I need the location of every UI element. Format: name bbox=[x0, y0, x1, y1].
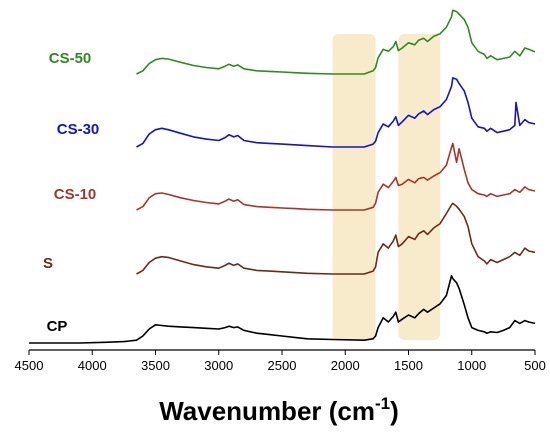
x-axis-title: Wavenumber (cm-1) bbox=[159, 394, 399, 426]
series-labels: CS-50 CS-30 CS-10 S CP bbox=[43, 50, 99, 335]
series-label-cs-10: CS-10 bbox=[54, 186, 97, 203]
series-label-s: S bbox=[43, 255, 53, 272]
series-label-cs-30: CS-30 bbox=[57, 121, 100, 138]
x-tick-label: 1500 bbox=[394, 358, 423, 373]
highlight-band-2 bbox=[398, 34, 441, 340]
highlight-band-1 bbox=[332, 34, 376, 340]
spectra-series bbox=[29, 9, 536, 344]
x-tick-label: 3000 bbox=[204, 358, 233, 373]
x-tick-label: 4000 bbox=[78, 358, 107, 373]
series-line-cs-10 bbox=[136, 142, 536, 211]
x-axis-title-close: ) bbox=[390, 396, 399, 426]
series-label-cs-50: CS-50 bbox=[49, 50, 92, 67]
x-tick-label: 2000 bbox=[331, 358, 360, 373]
highlight-bands bbox=[332, 34, 441, 340]
x-tick-label: 1000 bbox=[457, 358, 486, 373]
x-axis-ticks: 4500 4000 3500 3000 2500 2000 1500 1000 500 bbox=[15, 350, 546, 373]
x-tick-label: 2500 bbox=[268, 358, 297, 373]
series-label-cp: CP bbox=[47, 318, 68, 335]
x-axis-title-main: Wavenumber (cm bbox=[159, 396, 375, 426]
x-axis-title-superscript: -1 bbox=[375, 394, 390, 413]
series-line-cs-50 bbox=[136, 9, 536, 75]
x-tick-label: 4500 bbox=[15, 358, 44, 373]
series-line-cp bbox=[29, 274, 536, 344]
series-line-cs-30 bbox=[136, 77, 536, 148]
series-line-s bbox=[136, 202, 536, 275]
x-tick-label: 3500 bbox=[141, 358, 170, 373]
x-tick-label: 500 bbox=[524, 358, 546, 373]
